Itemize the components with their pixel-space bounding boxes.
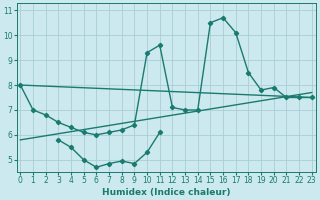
X-axis label: Humidex (Indice chaleur): Humidex (Indice chaleur) <box>102 188 230 197</box>
